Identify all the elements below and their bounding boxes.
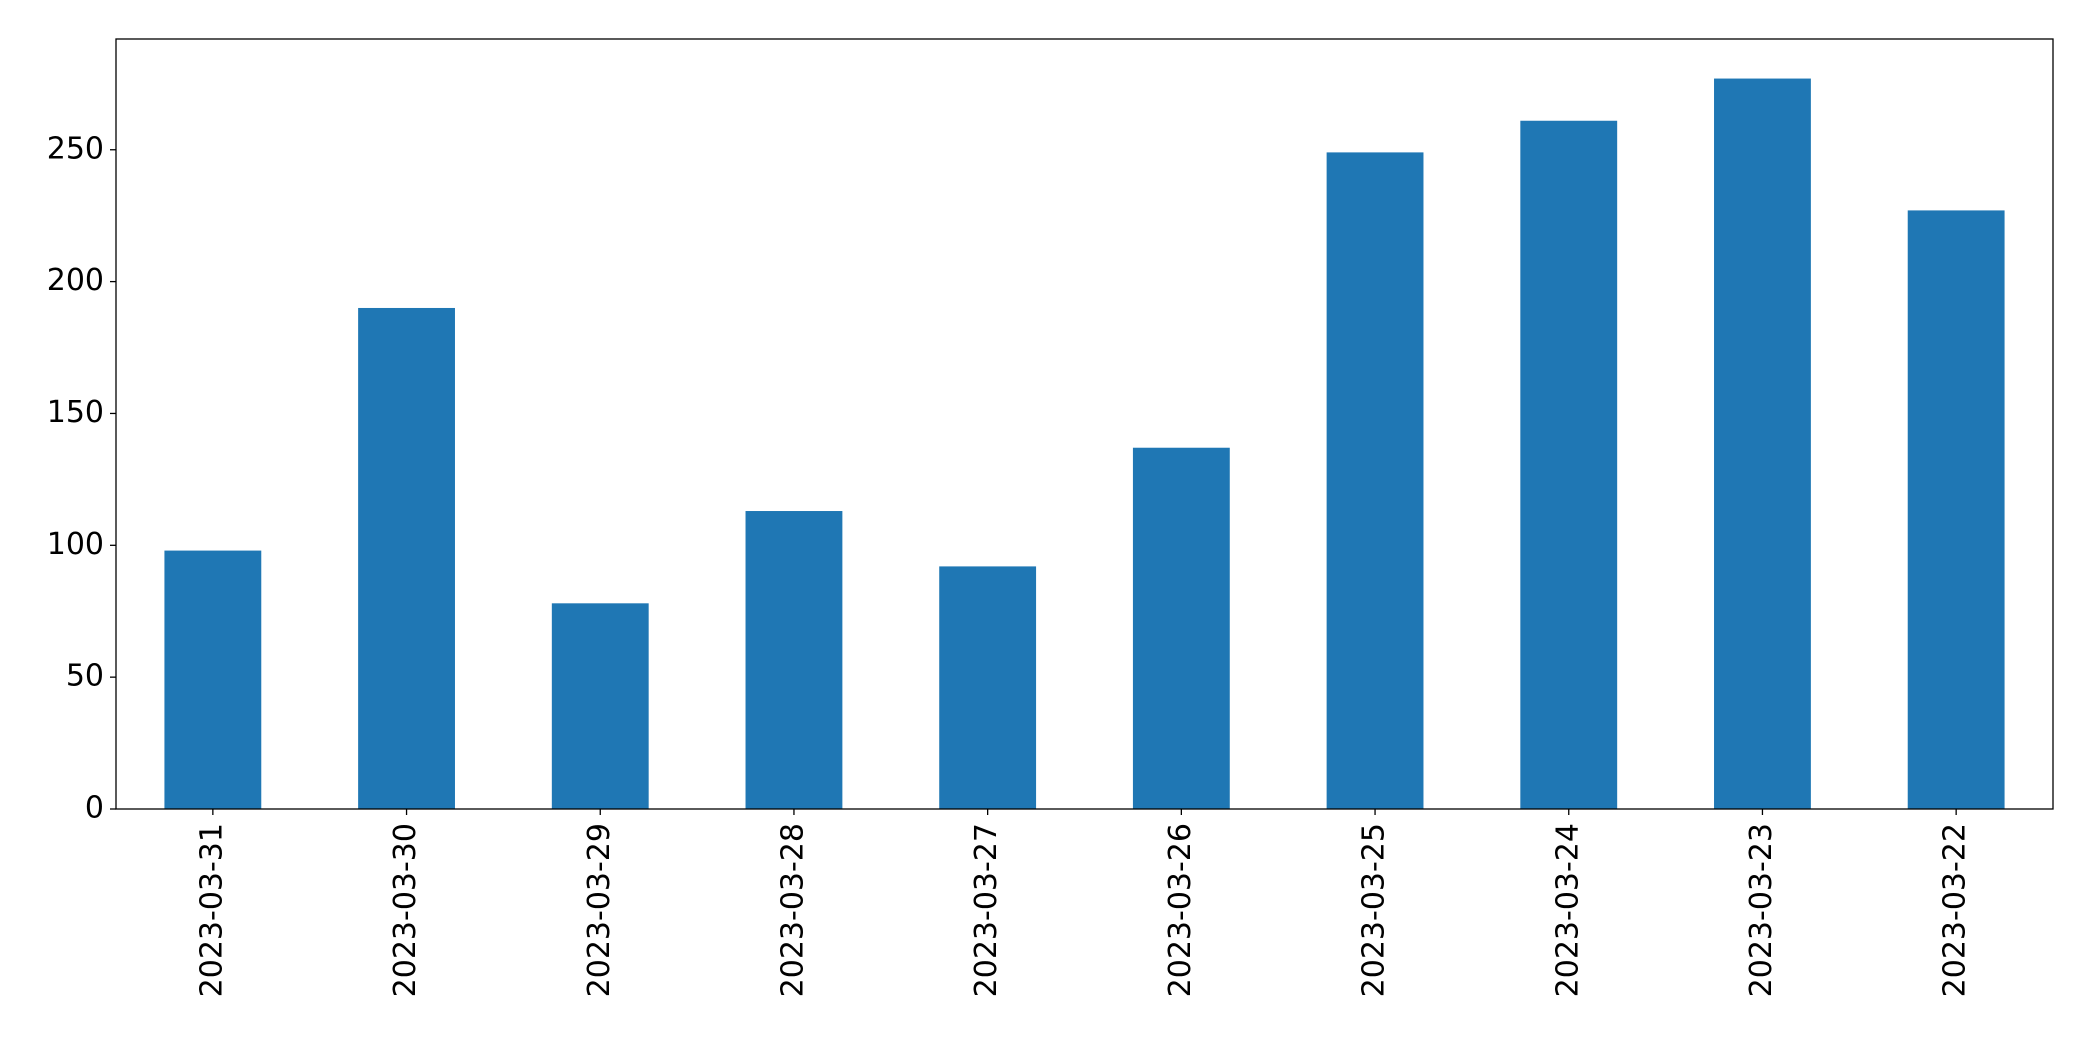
bar — [939, 566, 1037, 809]
y-tick-label: 50 — [66, 659, 104, 694]
bar — [358, 307, 455, 809]
x-tick-label: 2023-03-27 — [969, 823, 1004, 997]
x-tick-label: 2023-03-25 — [1357, 823, 1392, 997]
x-tick-label: 2023-03-23 — [1744, 823, 1779, 997]
x-tick-label: 2023-03-29 — [582, 823, 617, 997]
y-tick-label: 100 — [47, 527, 104, 562]
bar — [1520, 120, 1618, 809]
y-tick-label: 0 — [85, 791, 104, 826]
plot-frame — [115, 38, 2054, 810]
x-tick-label: 2023-03-26 — [1163, 823, 1198, 997]
y-tick-label: 200 — [47, 263, 104, 298]
bar — [164, 550, 262, 809]
bar — [1132, 447, 1230, 809]
x-tick-label: 2023-03-31 — [194, 823, 229, 997]
x-tick-label: 2023-03-28 — [775, 823, 810, 997]
x-tick-label: 2023-03-22 — [1938, 823, 1973, 997]
y-tick-label: 250 — [47, 131, 104, 166]
bar — [745, 511, 843, 809]
bar — [1326, 152, 1424, 810]
x-tick-label: 2023-03-30 — [388, 823, 423, 997]
x-tick-label: 2023-03-24 — [1550, 823, 1585, 997]
bar — [551, 603, 649, 809]
bar — [1714, 78, 1811, 809]
y-tick-label: 150 — [47, 395, 104, 430]
bar — [1907, 210, 2005, 809]
